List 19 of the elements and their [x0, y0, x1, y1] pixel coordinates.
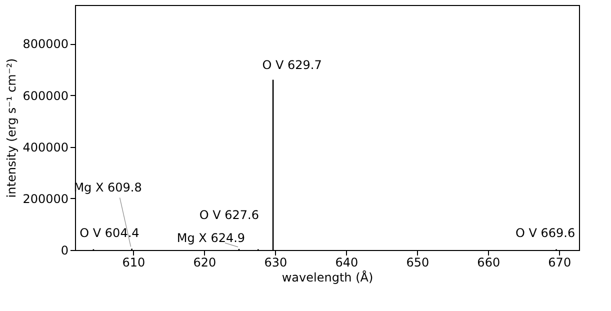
x-axis-title: wavelength (Å)	[282, 270, 374, 284]
x-tick-label: 640	[335, 256, 358, 270]
y-tick-label: 400000	[22, 140, 68, 154]
y-tick-label: 800000	[22, 37, 68, 52]
annotation: O V 629.7	[262, 58, 322, 72]
annotation: O V 627.6	[199, 208, 259, 222]
annotation: O V 669.6	[515, 226, 576, 240]
annotation: O V 604.4	[80, 226, 140, 240]
x-tick-label: 650	[406, 256, 430, 270]
annotation: Mg X 624.9	[176, 230, 246, 245]
x-tick-label: 660	[477, 256, 500, 270]
x-tick-label: 610	[122, 256, 146, 270]
y-tick-label: 0	[60, 244, 68, 258]
x-tick-label: 630	[264, 256, 288, 270]
x-tick-label: 670	[548, 256, 572, 270]
y-tick-label: 600000	[22, 88, 68, 103]
y-axis-title: intensity (erg s⁻¹ cm⁻²)	[4, 58, 19, 198]
y-tick-label: 200000	[22, 192, 68, 206]
x-tick-label: 620	[193, 256, 216, 270]
